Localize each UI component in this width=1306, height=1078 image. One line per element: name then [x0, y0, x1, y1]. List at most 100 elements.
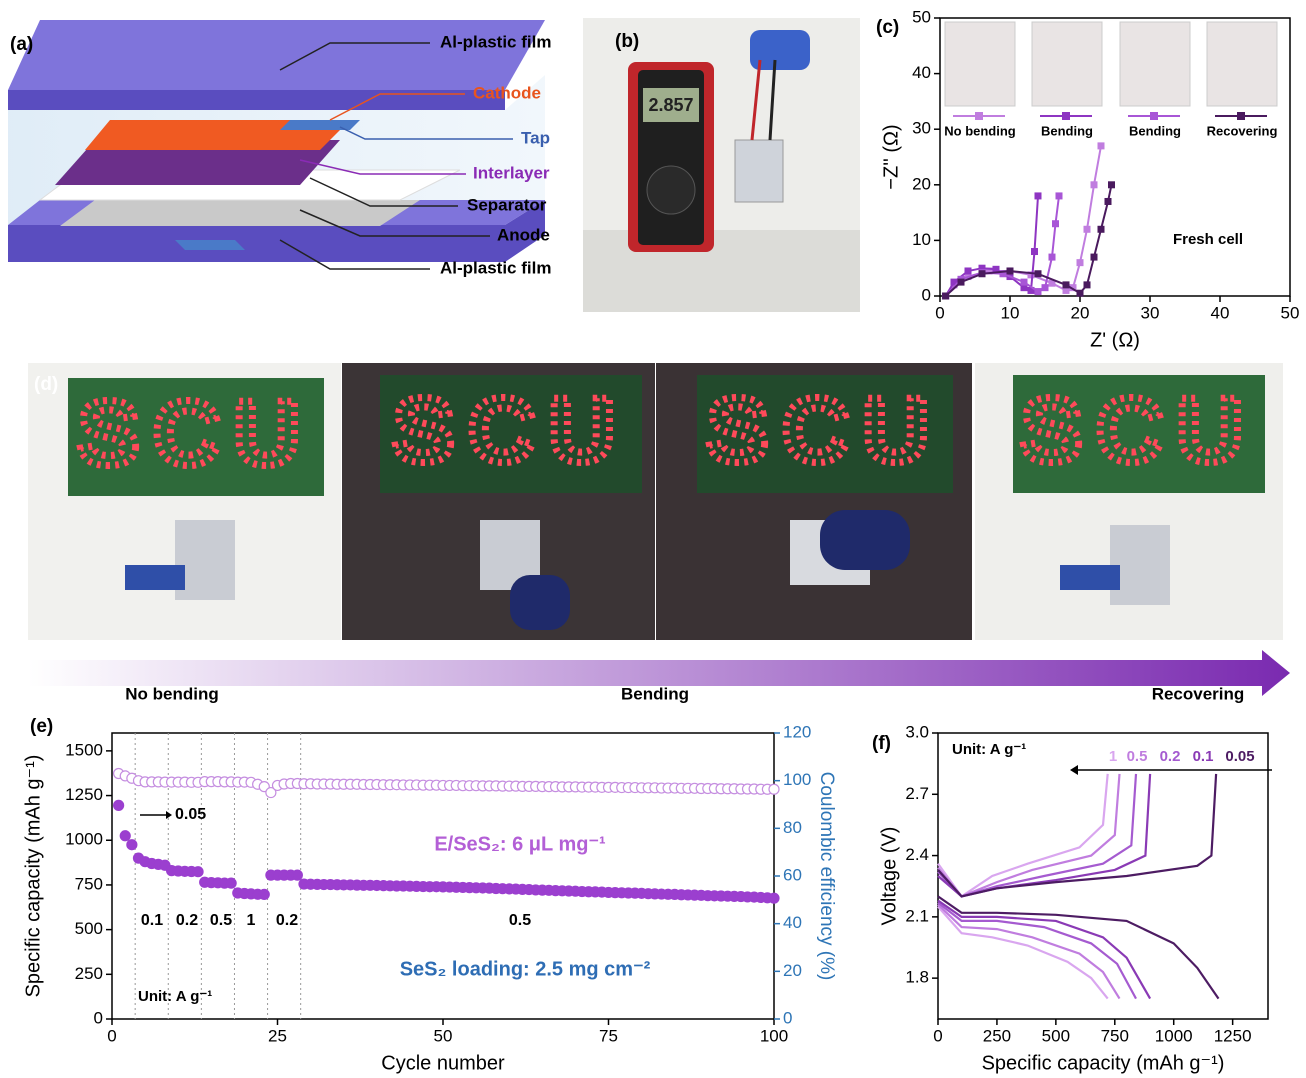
battery-illustration — [8, 20, 545, 270]
x-tick-label: 0 — [935, 303, 944, 322]
arrow-head — [166, 811, 172, 819]
rate-label: 0.5 — [210, 912, 232, 929]
layer-label: Cathode — [473, 83, 541, 102]
x-tick-label: 40 — [1211, 303, 1230, 322]
led-text: SCU — [393, 379, 629, 481]
annotation: Fresh cell — [1173, 231, 1243, 248]
rate-label: 0.5 — [509, 912, 531, 929]
legend-label: Bending — [1129, 123, 1181, 138]
panel-label: (c) — [876, 17, 899, 38]
panel-label: (e) — [30, 716, 53, 737]
legend-marker — [1150, 112, 1158, 120]
y-tick-label: 1000 — [65, 830, 103, 849]
x-tick-label: 20 — [1071, 303, 1090, 322]
arrow-head — [1070, 765, 1078, 775]
legend-marker — [1237, 112, 1245, 120]
rate-label: 1 — [247, 912, 256, 929]
meter-reading: 2.857 — [648, 95, 693, 115]
capacity-point — [113, 799, 125, 811]
capacity-point — [126, 839, 138, 851]
panel-label: (a) — [10, 34, 33, 55]
capacity-point — [258, 888, 270, 901]
discharge-curve — [937, 903, 1121, 1000]
stage-label: No bending — [125, 684, 218, 703]
panel-label: (d) — [34, 374, 58, 395]
layer-label: Al-plastic film — [440, 32, 551, 51]
y-axis-title: Specific capacity (mAh g⁻¹) — [22, 755, 44, 998]
eis-point — [1027, 271, 1035, 279]
eis-point — [1031, 248, 1038, 256]
x-tick-label: 1250 — [1214, 1026, 1252, 1045]
x-tick-label: 0 — [933, 1026, 942, 1045]
x-tick-label: 750 — [1101, 1026, 1129, 1045]
legend-label: Bending — [1041, 123, 1093, 138]
x-tick-label: 50 — [1281, 303, 1300, 322]
layer-label: Anode — [497, 225, 550, 244]
y-tick-label: 40 — [912, 63, 931, 82]
eis-point — [1083, 281, 1091, 289]
led-text: SCU — [707, 379, 943, 481]
x-tick-label: 25 — [268, 1026, 287, 1045]
discharge-curve — [937, 895, 1220, 1000]
plot-frame — [939, 17, 1291, 297]
x-tick-label: 30 — [1141, 303, 1160, 322]
rate-label: 0.1 — [1193, 748, 1214, 765]
rate-label: 0.2 — [276, 912, 298, 929]
annotation: E/SeS₂: 6 μL mg⁻¹ — [434, 833, 606, 855]
led-text: SCU — [78, 382, 314, 484]
charge-curve — [937, 773, 1218, 898]
photo-multimeter — [583, 18, 860, 312]
eis-point — [1076, 259, 1084, 267]
x-tick-label: 50 — [434, 1026, 453, 1045]
plot-frame — [937, 732, 1269, 1020]
y-tick-label: 2.1 — [905, 906, 929, 925]
rate-label: 0.2 — [176, 912, 198, 929]
eis-point — [957, 278, 965, 286]
x-axis-title: Specific capacity (mAh g⁻¹) — [982, 1052, 1225, 1074]
eis-point — [950, 278, 958, 286]
led-photos — [28, 363, 1290, 696]
annotation: Unit: A g⁻¹ — [952, 741, 1026, 758]
x-tick-label: 75 — [599, 1026, 618, 1045]
y-axis-title: Voltage (V) — [878, 827, 900, 926]
y2-tick-label: 80 — [783, 818, 802, 837]
eis-point — [1041, 284, 1049, 292]
y2-tick-label: 40 — [783, 913, 802, 932]
rate-label: 0.05 — [175, 806, 206, 823]
y-tick-label: 20 — [912, 174, 931, 193]
rate-label: 0.05 — [1225, 748, 1254, 765]
eis-point — [1055, 192, 1063, 200]
inset-photo — [1119, 21, 1191, 107]
legend-label: Recovering — [1207, 123, 1278, 138]
rate-label: 1 — [1109, 748, 1117, 765]
y2-tick-label: 100 — [783, 770, 811, 789]
y2-tick-label: 0 — [783, 1008, 792, 1027]
panel-label: (f) — [872, 733, 891, 754]
inset-photo — [1031, 21, 1103, 107]
eis-point — [1090, 181, 1098, 189]
eis-point — [1062, 286, 1070, 294]
capacity-point — [192, 866, 204, 878]
eis-point — [1048, 279, 1056, 287]
y2-tick-label: 60 — [783, 865, 802, 884]
y-tick-label: 1250 — [65, 785, 103, 804]
x-tick-label: 0 — [107, 1026, 116, 1045]
y-tick-label: 3.0 — [905, 722, 929, 741]
eis-point — [1108, 181, 1115, 189]
stage-label: Bending — [621, 684, 689, 703]
eis-point — [978, 264, 986, 272]
capacity-point — [225, 877, 237, 889]
eis-point — [1020, 278, 1028, 286]
charge-curve — [937, 773, 1109, 898]
capacity-point — [119, 830, 131, 842]
eis-point — [964, 267, 972, 275]
eis-point — [978, 270, 986, 278]
layer-label: Tap — [521, 128, 550, 147]
eis-point — [942, 292, 950, 300]
y-tick-label: 2.4 — [905, 845, 929, 864]
eis-point — [992, 265, 1000, 273]
panel-label: (b) — [615, 31, 639, 52]
y-tick-label: 1.8 — [905, 968, 929, 987]
